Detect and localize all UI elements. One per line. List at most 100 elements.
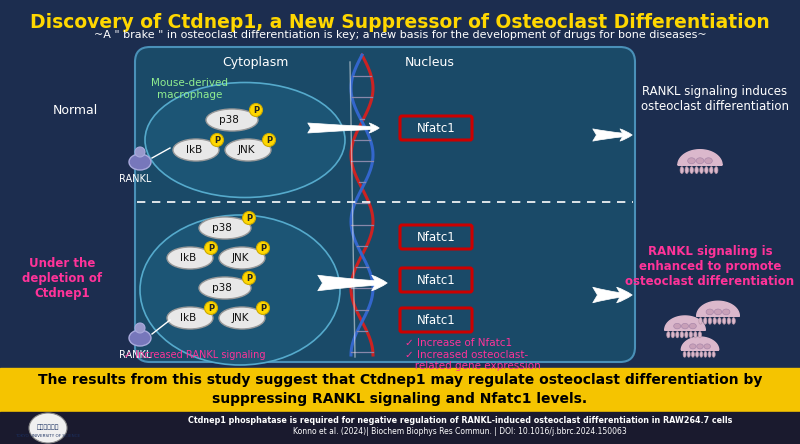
Text: Normal: Normal <box>52 103 98 116</box>
Text: Nfatc1: Nfatc1 <box>417 313 455 326</box>
Ellipse shape <box>708 317 712 324</box>
Text: IkB: IkB <box>180 313 196 323</box>
Text: P: P <box>208 304 214 313</box>
FancyBboxPatch shape <box>135 47 635 362</box>
Ellipse shape <box>691 352 694 357</box>
Ellipse shape <box>687 352 690 357</box>
Ellipse shape <box>696 352 698 357</box>
Text: Under the
depletion of
Ctdnep1: Under the depletion of Ctdnep1 <box>22 257 102 300</box>
Ellipse shape <box>671 332 674 338</box>
Ellipse shape <box>140 215 340 365</box>
Text: Mouse-derived
macrophage: Mouse-derived macrophage <box>151 78 229 99</box>
Ellipse shape <box>167 247 213 269</box>
Text: The results from this study suggest that Ctdnep1 may regulate osteoclast differe: The results from this study suggest that… <box>38 373 762 387</box>
Ellipse shape <box>703 317 707 324</box>
Ellipse shape <box>700 166 703 174</box>
Ellipse shape <box>242 271 255 285</box>
Ellipse shape <box>135 323 145 333</box>
Ellipse shape <box>219 307 265 329</box>
Polygon shape <box>682 337 718 350</box>
Ellipse shape <box>713 317 716 324</box>
Ellipse shape <box>690 344 696 349</box>
Ellipse shape <box>257 301 270 314</box>
Ellipse shape <box>685 166 689 174</box>
Ellipse shape <box>704 344 710 349</box>
Ellipse shape <box>710 166 713 174</box>
Ellipse shape <box>262 134 275 147</box>
Ellipse shape <box>145 83 345 198</box>
Ellipse shape <box>173 139 219 161</box>
Text: P: P <box>246 274 252 282</box>
Text: Cytoplasm: Cytoplasm <box>222 56 288 69</box>
Text: TOKYO UNIVERSITY OF SCIENCE: TOKYO UNIVERSITY OF SCIENCE <box>15 434 81 438</box>
Ellipse shape <box>690 332 693 338</box>
Ellipse shape <box>674 323 681 329</box>
Ellipse shape <box>219 247 265 269</box>
Ellipse shape <box>685 332 688 338</box>
Text: RANKL: RANKL <box>119 350 151 360</box>
Ellipse shape <box>708 352 711 357</box>
Ellipse shape <box>700 352 702 357</box>
FancyBboxPatch shape <box>400 308 472 332</box>
Ellipse shape <box>705 158 712 164</box>
Text: Nucleus: Nucleus <box>405 56 455 69</box>
Ellipse shape <box>129 154 151 170</box>
Text: P: P <box>253 106 259 115</box>
Ellipse shape <box>167 307 213 329</box>
FancyBboxPatch shape <box>400 268 472 292</box>
Ellipse shape <box>683 352 686 357</box>
Bar <box>0 368 800 420</box>
Polygon shape <box>678 150 722 165</box>
Ellipse shape <box>690 323 696 329</box>
Ellipse shape <box>694 332 697 338</box>
Text: Ctdnep1 phosphatase is required for negative regulation of RANKL-induced osteocl: Ctdnep1 phosphatase is required for nega… <box>188 416 732 425</box>
Ellipse shape <box>712 352 715 357</box>
Ellipse shape <box>706 309 714 315</box>
Ellipse shape <box>682 323 689 329</box>
Ellipse shape <box>714 166 718 174</box>
Ellipse shape <box>704 352 707 357</box>
Text: Discovery of Ctdnep1, a New Suppressor of Osteoclast Differentiation: Discovery of Ctdnep1, a New Suppressor o… <box>30 13 770 32</box>
Text: P: P <box>260 304 266 313</box>
Ellipse shape <box>732 317 735 324</box>
FancyBboxPatch shape <box>400 225 472 249</box>
Ellipse shape <box>680 166 683 174</box>
Ellipse shape <box>699 317 702 324</box>
Text: P: P <box>246 214 252 222</box>
Text: P: P <box>214 135 220 144</box>
Text: IkB: IkB <box>186 145 202 155</box>
Text: Nfatc1: Nfatc1 <box>417 122 455 135</box>
Text: Nfatc1: Nfatc1 <box>417 274 455 286</box>
Text: p38: p38 <box>219 115 239 125</box>
Text: ✓ Increase of Nfatc1
✓ Increased osteoclast-
   related gene expression: ✓ Increase of Nfatc1 ✓ Increased osteocl… <box>405 338 541 371</box>
Ellipse shape <box>206 109 258 131</box>
Ellipse shape <box>225 139 271 161</box>
Bar <box>0 412 800 444</box>
Text: IkB: IkB <box>180 253 196 263</box>
Text: RANKL signaling induces
osteoclast differentiation: RANKL signaling induces osteoclast diffe… <box>641 85 789 113</box>
Text: ~A " brake " in osteoclast differentiation is key; a new basis for the developme: ~A " brake " in osteoclast differentiati… <box>94 30 706 40</box>
Ellipse shape <box>129 330 151 346</box>
Ellipse shape <box>698 332 702 338</box>
Text: JNK: JNK <box>231 313 249 323</box>
Text: P: P <box>260 243 266 253</box>
Text: JNK: JNK <box>238 145 254 155</box>
Text: Nfatc1: Nfatc1 <box>417 230 455 243</box>
Ellipse shape <box>205 301 218 314</box>
Text: suppressing RANKL signaling and Nfatc1 levels.: suppressing RANKL signaling and Nfatc1 l… <box>213 392 587 406</box>
Polygon shape <box>665 316 706 330</box>
Ellipse shape <box>688 158 695 164</box>
Ellipse shape <box>29 413 67 443</box>
Polygon shape <box>697 301 739 316</box>
Ellipse shape <box>695 166 698 174</box>
Text: Konno et al. (2024)| Biochem Biophys Res Commun. | DOI: 10.1016/j.bbrc.2024.1500: Konno et al. (2024)| Biochem Biophys Res… <box>293 427 627 436</box>
Ellipse shape <box>135 147 145 157</box>
Ellipse shape <box>242 211 255 225</box>
Text: p38: p38 <box>212 283 232 293</box>
Text: 東京理科大学: 東京理科大学 <box>37 424 59 430</box>
Ellipse shape <box>680 332 683 338</box>
Ellipse shape <box>722 309 730 315</box>
Ellipse shape <box>727 317 730 324</box>
Ellipse shape <box>666 332 670 338</box>
Ellipse shape <box>697 344 703 349</box>
